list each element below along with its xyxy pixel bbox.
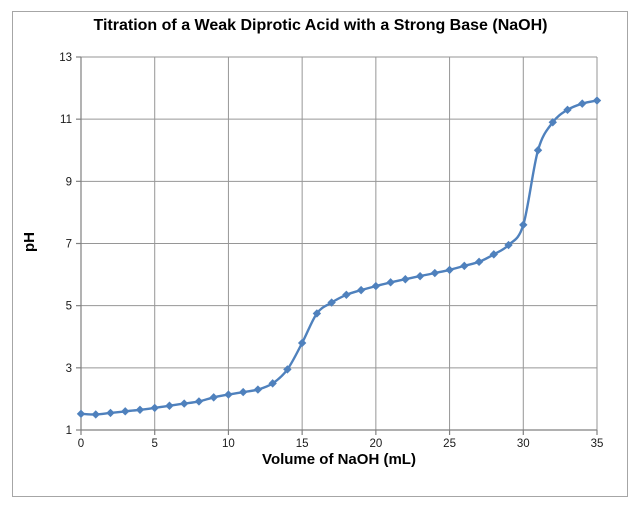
data-point-marker (238, 387, 248, 397)
y-tick-label: 7 (66, 239, 72, 251)
x-tick-label: 5 (152, 438, 158, 450)
data-point-marker (135, 405, 145, 414)
data-point-marker (371, 281, 381, 291)
data-point-marker (312, 309, 322, 318)
data-point-marker (327, 298, 336, 307)
data-point-marker (578, 99, 587, 108)
data-point-marker (253, 385, 263, 394)
data-point-marker (268, 379, 277, 388)
data-point-marker (165, 401, 174, 410)
x-tick-label: 25 (443, 438, 456, 450)
y-tick-label: 9 (66, 176, 72, 188)
y-tick-label: 11 (60, 114, 72, 126)
x-tick-label: 10 (222, 438, 235, 450)
x-tick-label: 15 (296, 438, 309, 450)
series-markers (76, 96, 602, 419)
data-point-marker (415, 271, 425, 281)
data-point-marker (592, 96, 602, 105)
data-point-marker (150, 403, 159, 413)
data-point-marker (460, 261, 469, 271)
gridlines (80, 56, 598, 431)
data-point-marker (224, 390, 233, 399)
data-point-marker (430, 268, 440, 278)
data-point-marker (209, 393, 218, 402)
data-point-marker (180, 399, 189, 408)
axes (76, 56, 598, 435)
chart-title: Titration of a Weak Diprotic Acid with a… (93, 17, 548, 34)
x-axis-title: Volume of NaOH (mL) (262, 451, 416, 468)
y-tick-label: 5 (66, 301, 72, 313)
x-tick-label: 0 (78, 438, 84, 450)
data-point-marker (504, 240, 513, 250)
data-point-marker (519, 220, 528, 230)
data-point-marker (533, 146, 543, 155)
data-point-marker (121, 407, 130, 416)
data-point-marker (401, 275, 410, 284)
data-point-marker (563, 105, 572, 115)
data-point-marker (356, 285, 366, 295)
y-tick-label: 13 (59, 52, 72, 64)
x-tick-labels: 0 5 10 15 20 25 30 35 (78, 438, 604, 450)
x-tick-label: 20 (369, 438, 382, 450)
data-point-marker (445, 265, 454, 275)
x-tick-label: 30 (517, 438, 530, 450)
data-point-marker (297, 338, 307, 348)
data-point-marker (474, 257, 484, 267)
y-tick-label: 1 (66, 425, 72, 437)
data-point-marker (194, 397, 204, 406)
data-point-marker (106, 408, 115, 418)
data-point-marker (489, 250, 498, 259)
data-point-marker (283, 365, 292, 374)
data-point-marker (548, 118, 557, 127)
data-point-marker (342, 290, 351, 299)
data-point-marker (76, 409, 86, 419)
chart-frame (12, 11, 628, 497)
y-tick-label: 3 (66, 363, 72, 375)
x-tick-label: 35 (591, 438, 604, 450)
data-point-marker (386, 278, 395, 287)
data-point-marker (91, 410, 100, 419)
